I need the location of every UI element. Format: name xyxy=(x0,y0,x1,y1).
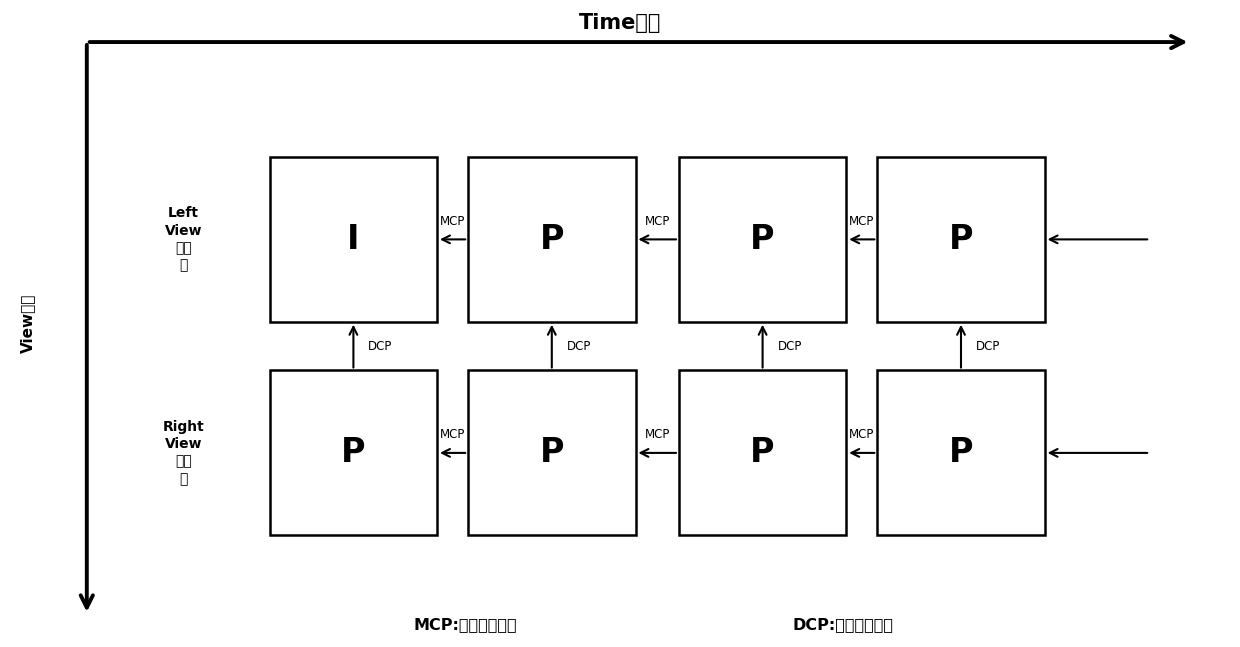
Text: MCP: MCP xyxy=(849,428,874,441)
Text: DCP: DCP xyxy=(567,340,591,353)
Text: MCP: MCP xyxy=(849,215,874,228)
Text: MCP: MCP xyxy=(440,428,465,441)
Text: P: P xyxy=(539,436,564,470)
Bar xyxy=(270,157,438,322)
Text: DCP: DCP xyxy=(777,340,802,353)
Text: P: P xyxy=(750,436,775,470)
Text: DCP: DCP xyxy=(368,340,393,353)
Bar xyxy=(680,370,846,536)
Text: P: P xyxy=(750,223,775,256)
Text: DCP: DCP xyxy=(976,340,1001,353)
Text: Right
View
右视
点: Right View 右视 点 xyxy=(162,420,205,486)
Bar xyxy=(878,370,1044,536)
Text: View视点: View视点 xyxy=(20,294,35,353)
Text: P: P xyxy=(949,223,973,256)
Text: P: P xyxy=(949,436,973,470)
Bar xyxy=(270,370,438,536)
Text: DCP:视差补偿预测: DCP:视差补偿预测 xyxy=(792,617,894,632)
Text: MCP: MCP xyxy=(440,215,465,228)
Text: P: P xyxy=(341,436,366,470)
Text: I: I xyxy=(347,223,360,256)
Bar xyxy=(680,157,846,322)
Text: P: P xyxy=(539,223,564,256)
Bar xyxy=(469,370,635,536)
Text: MCP: MCP xyxy=(645,428,670,441)
Text: Time时间: Time时间 xyxy=(579,13,661,32)
Text: MCP:运动补偿预测: MCP:运动补偿预测 xyxy=(413,617,517,632)
Bar xyxy=(878,157,1044,322)
Text: Left
View
左视
点: Left View 左视 点 xyxy=(165,206,202,272)
Bar xyxy=(469,157,635,322)
Text: MCP: MCP xyxy=(645,215,670,228)
